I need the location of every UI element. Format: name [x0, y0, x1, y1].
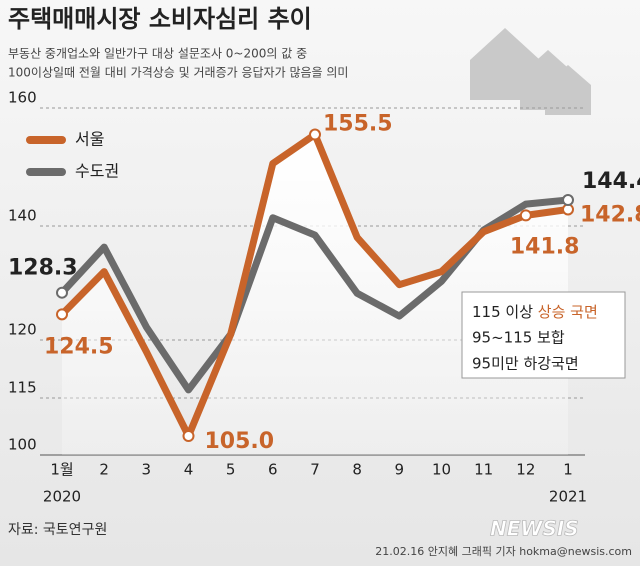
x-tick-label: 9: [395, 461, 405, 479]
house-icon: [470, 28, 591, 115]
chart-title: 주택매매시장 소비자심리 추이: [8, 5, 312, 33]
x-tick-label: 1월: [50, 461, 73, 479]
annotation-text: 115 이상 상승 국면: [472, 303, 598, 321]
x-tick-label: 7: [310, 461, 320, 479]
x-tick-label: 2: [99, 461, 109, 479]
x-tick-label: 10: [432, 461, 451, 479]
y-tick-label: 100: [8, 436, 37, 454]
x-tick-label: 5: [226, 461, 236, 479]
data-label: 105.0: [205, 429, 275, 454]
x-tick-label: 4: [184, 461, 194, 479]
point-marker: [182, 430, 195, 442]
data-label: 142.8: [580, 202, 640, 227]
source: 자료: 국토연구원: [8, 522, 107, 538]
point-marker: [519, 209, 532, 222]
data-label: 141.8: [510, 234, 580, 259]
annotation-text: 95미만 하강국면: [472, 355, 579, 373]
y-tick-label: 160: [8, 89, 37, 107]
subtitle: 100이상일때 전월 대비 가격상승 및 거래증가 응답자가 많음을 의미: [8, 66, 348, 80]
point-marker: [56, 308, 68, 321]
data-label: 155.5: [323, 112, 393, 137]
data-label: 144.4: [582, 169, 640, 194]
y-tick-label: 140: [8, 207, 37, 225]
credit: 21.02.16 안지혜 그래픽 기자 hokma@newsis.com: [375, 545, 632, 558]
point-marker: [56, 286, 68, 299]
x-tick-label: 6: [268, 461, 278, 479]
x-tick-label: 1: [563, 461, 573, 479]
annotation-text: 95~115 보합: [472, 329, 565, 347]
data-label: 124.5: [44, 334, 114, 359]
legend-label: 서울: [75, 130, 104, 149]
y-tick-label: 120: [8, 321, 37, 339]
watermark: NEWSIS: [490, 517, 579, 541]
point-marker: [309, 128, 321, 141]
x-tick-label: 8: [352, 461, 362, 479]
year-label: 2020: [43, 488, 81, 506]
x-tick-label: 3: [142, 461, 152, 479]
annotation-prefix: 115 이상: [472, 303, 533, 321]
area-fill: [62, 134, 568, 456]
year-label: 2021: [549, 488, 587, 506]
annotation-box: [461, 291, 626, 379]
point-marker: [562, 194, 574, 207]
data-label: 128.3: [8, 256, 78, 281]
x-tick-label: 11: [474, 461, 493, 479]
x-tick-label: 12: [516, 461, 535, 479]
y-tick-label: 115: [8, 379, 37, 397]
legend-label: 수도권: [75, 162, 119, 181]
subtitle: 부동산 중개업소와 일반가구 대상 설문조사 0~200의 값 중: [8, 47, 307, 61]
annotation-highlight: 상승 국면: [538, 303, 598, 321]
